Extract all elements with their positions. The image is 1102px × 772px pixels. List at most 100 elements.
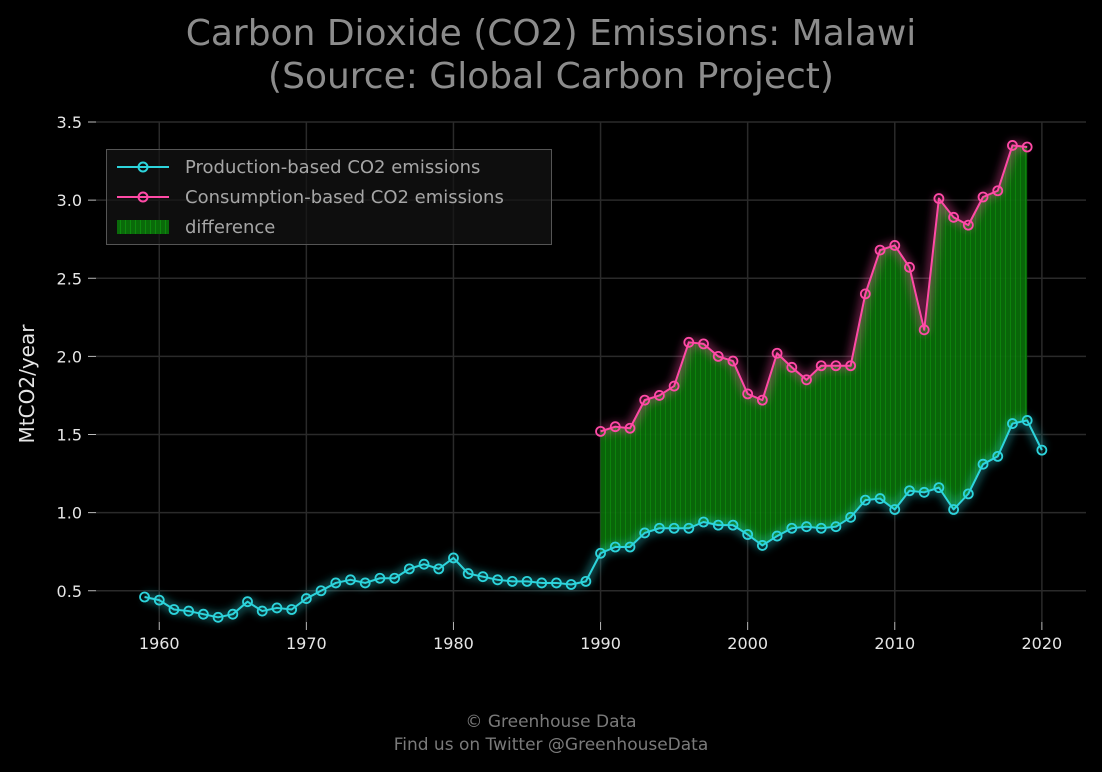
production-point	[904, 485, 915, 497]
production-point	[448, 552, 459, 564]
production-point	[683, 522, 695, 534]
legend: Production-based CO2 emissions Consumpti…	[106, 149, 552, 245]
production-point	[668, 522, 680, 534]
consumption-point	[727, 355, 739, 367]
production-point	[845, 511, 857, 523]
y-axis-label: MtCO2/year	[15, 324, 39, 444]
consumption-point	[889, 240, 901, 251]
production-point	[183, 605, 195, 617]
production-point	[492, 574, 503, 586]
consumption-point	[904, 261, 915, 273]
production-point	[830, 521, 842, 533]
x-tick-label: 2000	[727, 634, 768, 653]
production-point	[742, 529, 754, 540]
consumption-point	[654, 390, 665, 401]
production-point	[654, 522, 665, 534]
production-point	[212, 611, 224, 623]
production-point	[786, 522, 798, 534]
footer-twitter: Find us on Twitter @GreenhouseData	[393, 735, 709, 755]
production-point	[227, 608, 239, 620]
production-point	[153, 594, 165, 606]
x-tick-label: 1960	[139, 634, 180, 653]
legend-item-consumption: Consumption-based CO2 emissions	[115, 182, 504, 212]
chart-title-line1: Carbon Dioxide (CO2) Emissions: Malawi	[185, 13, 917, 54]
consumption-point	[1007, 140, 1018, 151]
x-axis-ticks: 1960 1970 1980 1990 2000 2010 2020	[139, 622, 1062, 653]
consumption-point	[962, 219, 974, 231]
consumption-point	[801, 374, 812, 386]
production-point	[139, 591, 150, 603]
consumption-point	[683, 336, 695, 348]
production-point	[727, 519, 739, 531]
consumption-point	[948, 211, 960, 223]
y-tick-label: 0.5	[57, 582, 82, 601]
consumption-point	[639, 394, 651, 406]
consumption-point	[859, 288, 871, 300]
production-point	[815, 522, 827, 534]
production-point	[551, 577, 562, 589]
x-tick-label: 2010	[874, 634, 915, 653]
production-point	[168, 604, 180, 615]
production-point	[933, 482, 945, 494]
production-point	[359, 577, 371, 589]
consumption-point	[624, 422, 636, 434]
production-point	[433, 563, 445, 575]
legend-swatch-consumption	[117, 191, 169, 203]
production-point	[506, 575, 518, 587]
production-point	[1021, 415, 1033, 426]
production-point	[1007, 418, 1018, 429]
consumption-point	[918, 324, 930, 336]
legend-label-production: Production-based CO2 emissions	[185, 156, 481, 178]
consumption-point	[933, 193, 945, 204]
production-line	[144, 419, 1043, 619]
production-point	[698, 516, 709, 528]
legend-item-production: Production-based CO2 emissions	[115, 152, 480, 182]
production-point	[477, 571, 489, 583]
difference-area	[600, 145, 1028, 554]
difference-fill	[600, 145, 1028, 554]
production-point	[286, 604, 298, 615]
legend-label-consumption: Consumption-based CO2 emissions	[185, 186, 504, 208]
consumption-point	[1021, 141, 1033, 153]
production-point	[330, 577, 342, 589]
consumption-point	[595, 425, 606, 437]
production-point	[977, 458, 989, 470]
chart-title-line2: (Source: Global Carbon Project)	[268, 56, 834, 97]
consumption-point	[771, 347, 783, 359]
production-point	[639, 527, 651, 539]
production-point	[521, 575, 533, 587]
production-point	[918, 486, 930, 498]
production-point	[992, 450, 1004, 462]
x-tick-label: 1990	[580, 634, 621, 653]
consumption-point	[786, 361, 798, 373]
consumption-point	[742, 388, 754, 400]
production-point	[403, 563, 415, 575]
consumption-point	[668, 380, 680, 392]
consumption-point	[874, 244, 886, 256]
y-tick-label: 2.0	[57, 347, 82, 366]
consumption-point	[609, 421, 621, 433]
consumption-point	[830, 360, 842, 372]
series-layer	[139, 140, 1048, 623]
production-point	[197, 608, 209, 620]
production-point	[580, 575, 592, 587]
consumption-point	[815, 360, 827, 372]
y-tick-label: 1.0	[57, 504, 82, 523]
production-point	[595, 547, 606, 559]
production-point	[536, 577, 548, 589]
production-point	[962, 488, 974, 500]
production-point	[389, 572, 401, 584]
production-point	[315, 585, 327, 597]
production-point	[374, 572, 386, 584]
x-tick-label: 1970	[286, 634, 327, 653]
production-point	[874, 493, 886, 504]
legend-swatch-difference	[117, 220, 169, 234]
consumption-point	[992, 185, 1004, 197]
y-tick-label: 3.0	[57, 191, 82, 210]
production-point	[462, 568, 474, 579]
production-point	[859, 494, 871, 506]
production-point	[1036, 444, 1048, 456]
y-axis-ticks: 0.5 1.0 1.5 2.0 2.5 3.0 3.5	[57, 113, 96, 601]
legend-item-difference: difference	[115, 212, 275, 242]
